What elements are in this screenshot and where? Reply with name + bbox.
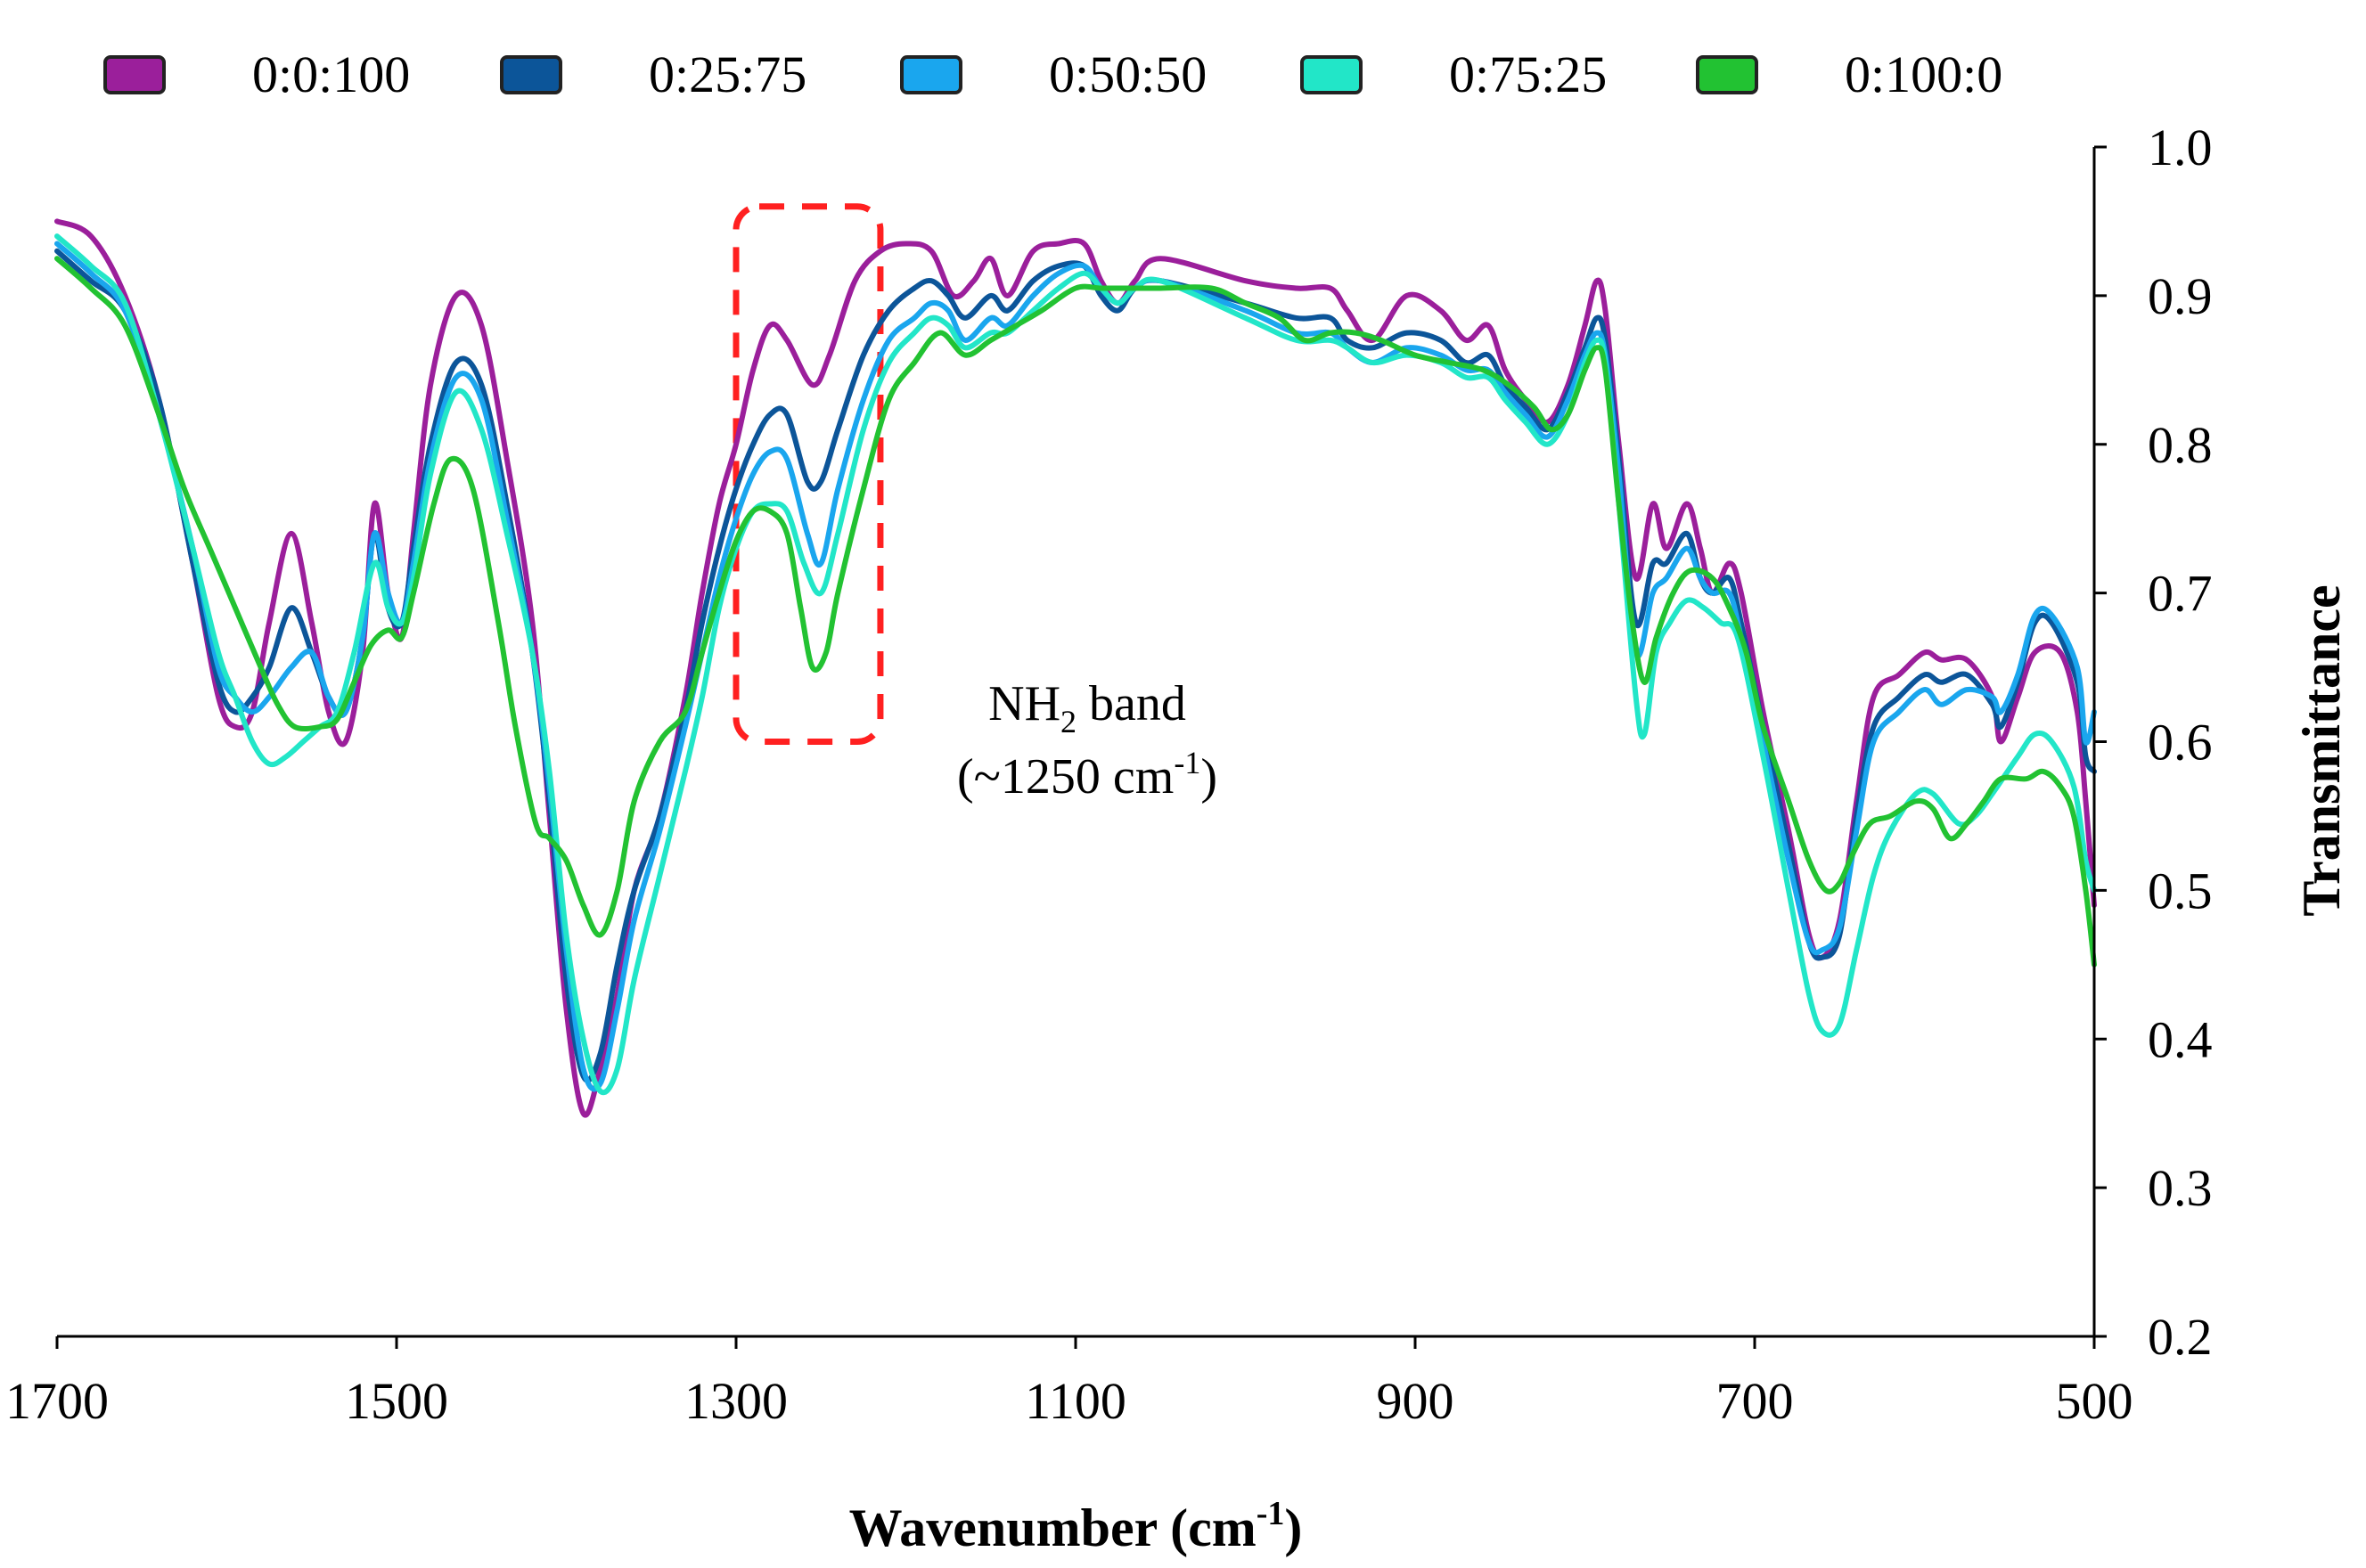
x-tick-label: 1700: [5, 1372, 109, 1430]
y-tick-label: 0.9: [2148, 267, 2213, 325]
legend: 0:0:100 0:25:75 0:50:50 0:75:25 0:100:0: [103, 45, 2002, 103]
legend-swatch: [1300, 55, 1363, 94]
y-tick-label: 0.6: [2148, 714, 2213, 772]
y-axis-title: Transmittance: [2292, 584, 2351, 916]
x-tick-label: 500: [2056, 1372, 2133, 1430]
axes: 1700 1500 1300 1100 900 700 500 0.20.30.40.50.…: [5, 118, 2213, 1430]
x-tick-label: 1100: [1025, 1372, 1126, 1430]
annotation-label-line2: (~1250 cm-1): [957, 745, 1217, 804]
series-lines: [54, 218, 2097, 1118]
legend-swatch: [103, 55, 166, 94]
y-tick-label: 0.7: [2148, 565, 2213, 623]
y-tick-label: 0.3: [2148, 1159, 2213, 1217]
annotation-box: [733, 203, 884, 745]
x-axis-ticks: 1700 1500 1300 1100 900 700 500: [5, 1336, 2133, 1430]
annotation: NH2 band (~1250 cm-1): [733, 203, 1217, 804]
legend-label: 0:50:50: [1049, 45, 1207, 103]
y-tick-label: 0.8: [2148, 416, 2213, 474]
legend-label: 0:100:0: [1845, 45, 2002, 103]
y-tick-label: 0.2: [2148, 1308, 2213, 1366]
legend-swatch: [500, 55, 562, 94]
legend-label: 0:0:100: [252, 45, 410, 103]
y-tick-label: 0.5: [2148, 862, 2213, 919]
series-line-0-100-0: [54, 256, 2097, 968]
y-tick-label: 1.0: [2148, 118, 2213, 176]
x-tick-label: 1500: [345, 1372, 448, 1430]
legend-label: 0:75:25: [1449, 45, 1607, 103]
legend-swatch: [900, 55, 962, 94]
y-axis-ticks: 0.2 0.3 0.4 0.5 0.6 0.7 0.8 0.9 1.0: [2094, 118, 2213, 1366]
legend-swatch: [1696, 55, 1758, 94]
x-tick-label: 1300: [684, 1372, 788, 1430]
legend-label: 0:25:75: [649, 45, 806, 103]
x-tick-label: 900: [1377, 1372, 1454, 1430]
annotation-label-line1: NH2 band: [988, 676, 1186, 739]
x-axis-title: Wavenumber (cm-1): [849, 1495, 1303, 1557]
y-tick-label: 0.4: [2148, 1010, 2213, 1068]
x-tick-label: 700: [1716, 1372, 1794, 1430]
